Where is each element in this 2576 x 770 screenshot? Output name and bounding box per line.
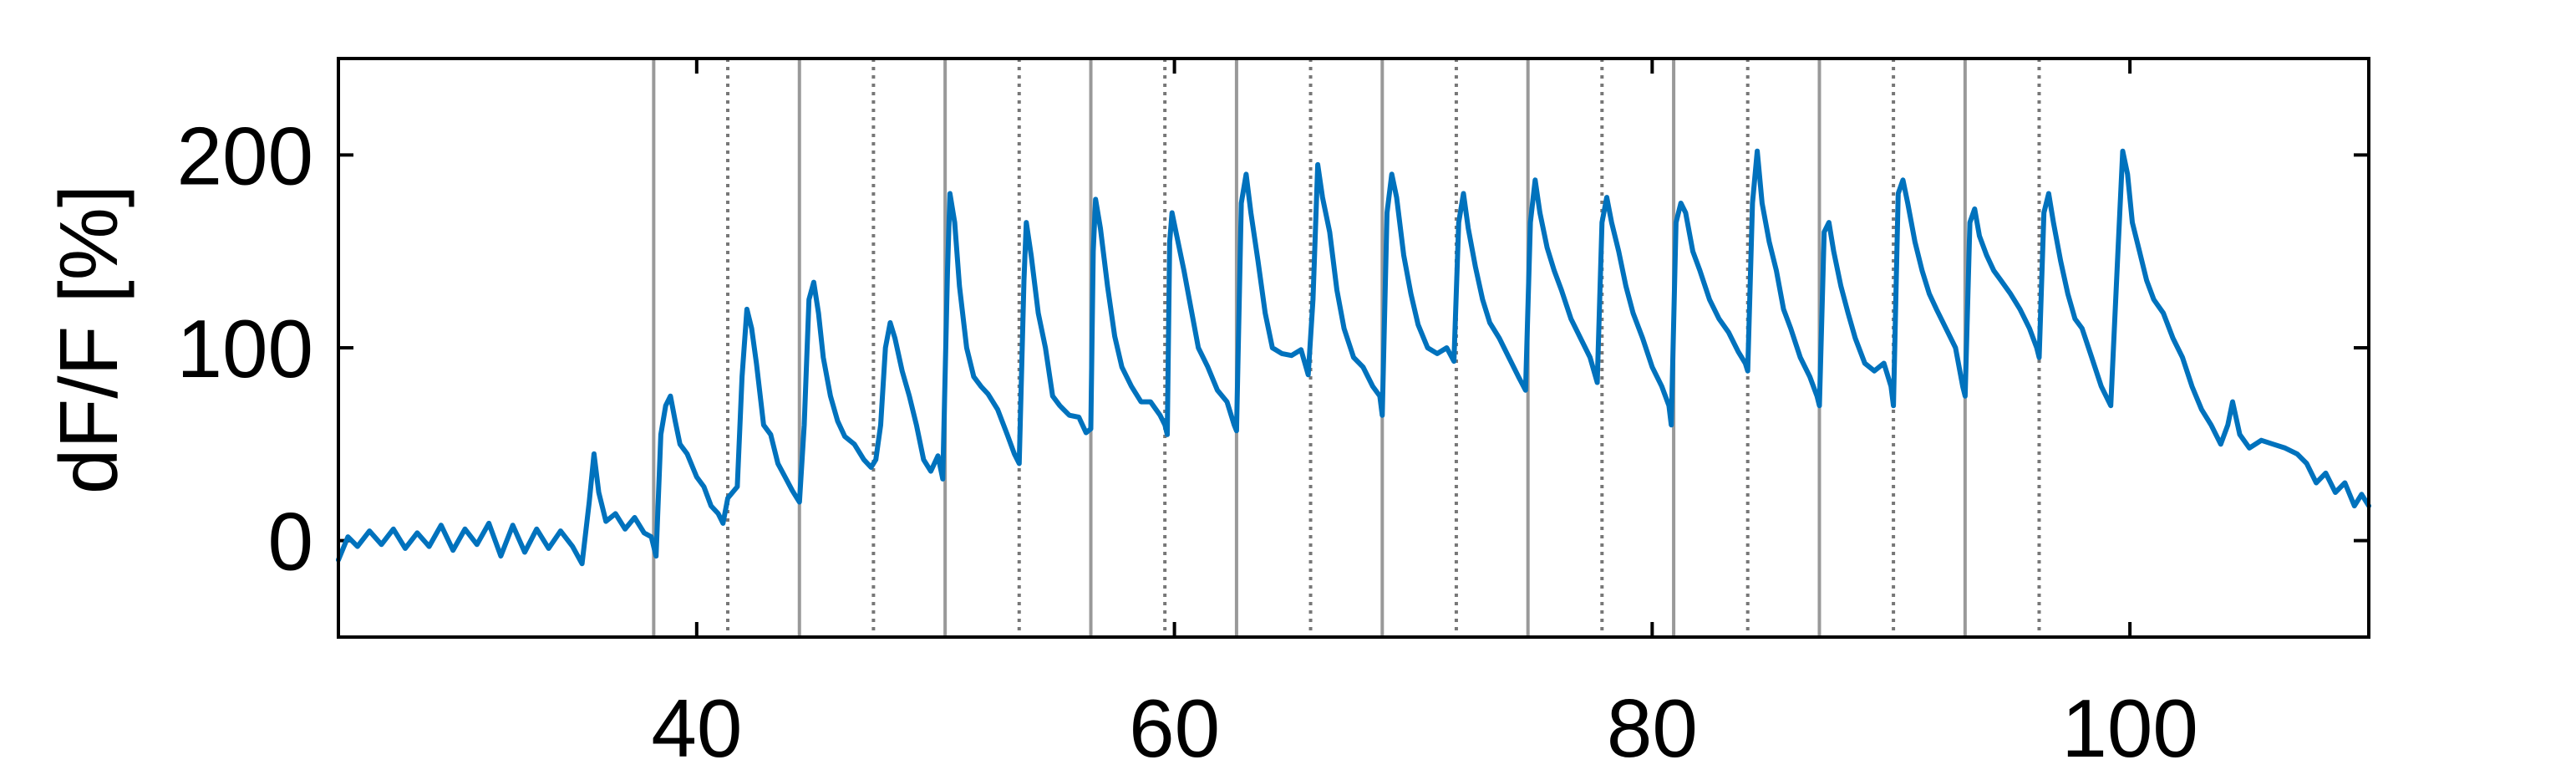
axis-ticks [338,59,2369,637]
y-tick-labels: 0 100 200 [176,110,313,587]
y-axis-title: dF/F [%] [43,185,135,494]
x-tick-label-0: 40 [651,682,742,770]
x-tick-label-3: 100 [2061,682,2198,770]
x-tick-label-1: 60 [1129,682,1220,770]
y-tick-label-0: 0 [267,496,313,588]
series-line [336,148,2371,567]
event-lines [652,59,2041,637]
x-tick-labels: 40 60 80 100 [651,682,2198,770]
y-tick-label-1: 100 [176,303,313,395]
y-tick-label-2: 200 [176,110,313,201]
x-tick-label-2: 80 [1607,682,1698,770]
plot-frame [337,57,2370,639]
